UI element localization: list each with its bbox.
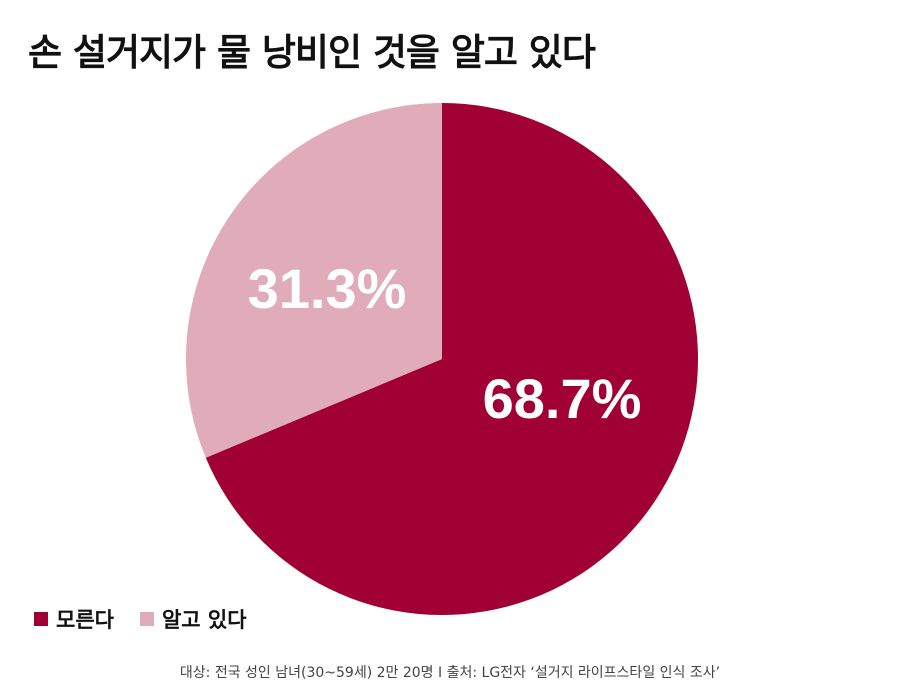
legend-swatch (34, 612, 48, 626)
legend-label: 모른다 (56, 608, 114, 632)
chart-title: 손 설거지가 물 낭비인 것을 알고 있다 (28, 31, 596, 74)
data-label: 31.3% (248, 257, 407, 320)
legend-swatch (139, 612, 154, 626)
legend: 모른다 알고 있다 (34, 604, 273, 634)
pie-slice (186, 103, 442, 458)
legend-item: 알고 있다 (139, 604, 247, 634)
legend-label: 알고 있다 (161, 608, 247, 632)
data-label: 68.7% (483, 367, 642, 430)
pie-slice (205, 103, 698, 615)
source-footnote: 대상: 전국 성인 남녀(30~59세) 2만 20명 I 출처: LG전자 ‘… (179, 665, 721, 681)
legend-item: 모른다 (34, 604, 114, 634)
